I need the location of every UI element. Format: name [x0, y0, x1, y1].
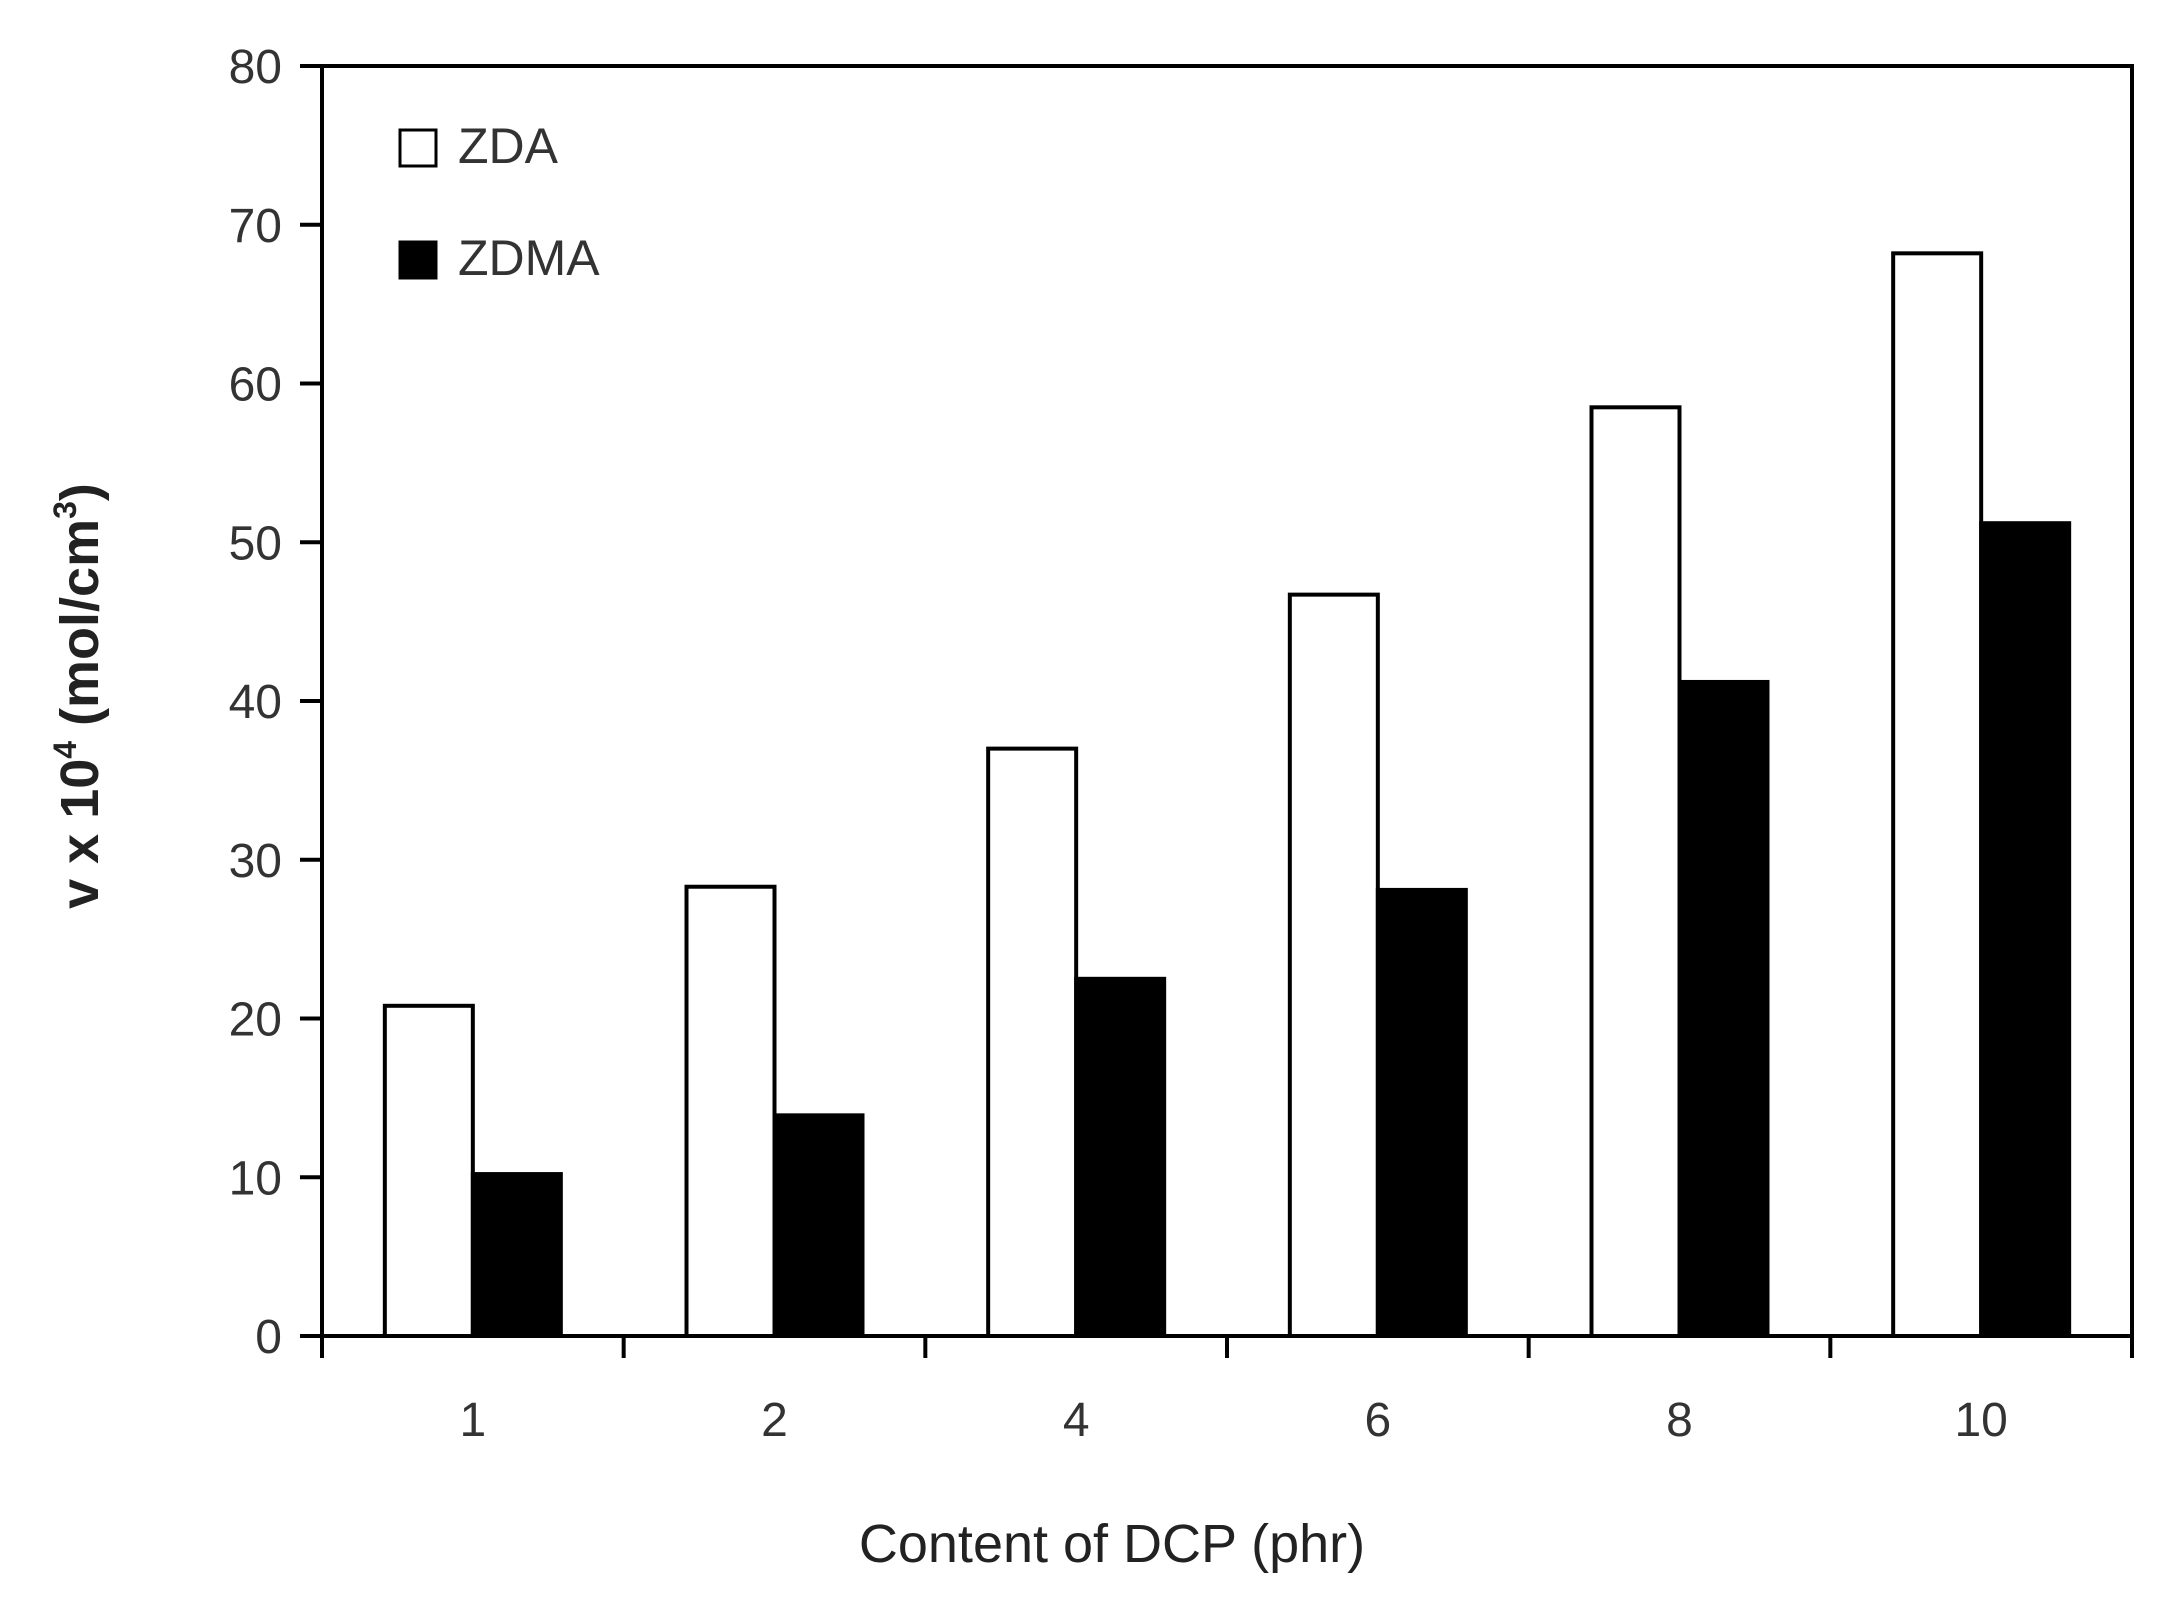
legend-swatch-zdma — [398, 240, 438, 280]
bar-zdma-6 — [1375, 887, 1468, 1338]
bar-zda-6 — [1287, 592, 1380, 1338]
x-tick-label: 4 — [1063, 1394, 1090, 1447]
x-tick-label: 1 — [459, 1394, 486, 1447]
y-tick-label: 60 — [229, 359, 282, 412]
y-tick-label: 70 — [229, 200, 282, 253]
x-tick-label: 8 — [1666, 1394, 1693, 1447]
y-axis-title-exponent: 4 — [47, 741, 83, 759]
bar-zdma-4 — [1074, 976, 1167, 1338]
y-tick-label: 40 — [229, 676, 282, 729]
bar-zda-8 — [1589, 405, 1682, 1338]
y-tick-label: 0 — [255, 1311, 282, 1364]
bar-zda-10 — [1891, 251, 1984, 1339]
y-tick-label: 30 — [229, 835, 282, 888]
x-tick-label: 10 — [1954, 1394, 2007, 1447]
y-tick-label: 80 — [229, 41, 282, 94]
y-tick-label: 20 — [229, 994, 282, 1047]
bar-zdma-10 — [1979, 521, 2072, 1338]
bar-zdma-1 — [470, 1172, 563, 1338]
legend-label-zda: ZDA — [458, 118, 559, 174]
legend-label-zdma: ZDMA — [458, 230, 600, 286]
x-tick-label: 6 — [1364, 1394, 1391, 1447]
legend: ZDA ZDMA — [398, 118, 600, 286]
legend-swatch-zda — [398, 128, 438, 168]
y-axis-title-prefix: v x 10 — [50, 759, 110, 909]
bar-zda-2 — [684, 884, 777, 1338]
bar-zda-1 — [382, 1003, 475, 1338]
bar-zda-4 — [986, 746, 1079, 1338]
y-axis-title-unit: (mol/cm — [50, 519, 110, 741]
x-axis-title: Content of DCP (phr) — [859, 1514, 1365, 1574]
y-tick-label: 10 — [229, 1152, 282, 1205]
bar-zdma-2 — [772, 1113, 865, 1339]
y-axis-title: v x 104 (mol/cm3) — [47, 483, 110, 909]
x-tick-label: 2 — [761, 1394, 788, 1447]
x-axis: 1 2 4 6 8 10 — [320, 1336, 2134, 1447]
bars — [382, 251, 2072, 1339]
y-axis-title-suffix: ) — [50, 483, 110, 501]
y-axis-title-unit-exponent: 3 — [47, 501, 83, 519]
bar-zdma-8 — [1677, 679, 1770, 1338]
y-axis: 0 10 20 30 40 50 60 70 80 — [229, 41, 322, 1364]
y-tick-label: 50 — [229, 517, 282, 570]
